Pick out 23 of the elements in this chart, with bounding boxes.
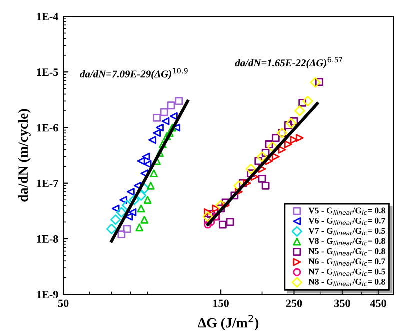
legend-label: V8 - G$_{Ilinear}$/G$_{Ic}$= 0.8 [308,238,386,246]
y-tick-label: 1E-5 [37,68,58,76]
legend-label: N5 - G$_{Ilinear}$/G$_{Ic}$= 0.8 [308,248,386,256]
x-tick-label: 450 [370,300,386,308]
legend-label: N7 - G$_{Ilinear}$/G$_{Ic}$= 0.5 [308,268,386,276]
x-tick-label: 350 [334,300,350,308]
y-tick-label: 1E-6 [37,124,58,132]
x-tick-label: 250 [286,300,302,308]
legend-label: N6 - G$_{Ilinear}$/G$_{Ic}$= 0.7 [308,258,386,266]
y-tick-label: 1E-8 [37,235,58,243]
x-tick-label: 150 [214,300,229,308]
y-tick-label: 1E-9 [37,291,58,299]
x-axis-title: ΔG (J/m$^{2}$) [198,315,259,331]
legend-label: V6 - G$_{Ilinear}$/G$_{Ic}$= 0.7 [308,218,386,226]
annotation: da/dN=1.65E-22(ΔG)$^{6.57}$ [235,57,342,69]
y-tick-label: 1E-4 [37,13,58,20]
legend-label: V7 - G$_{Ilinear}$/G$_{Ic}$= 0.5 [308,228,386,236]
y-axis-title: da/dN (m/cycle) [18,109,31,202]
x-tick-label: 50 [58,300,69,308]
y-tick-label: 1E-7 [37,180,58,188]
annotation: da/dN=7.09E-29(ΔG)$^{10.9}$ [80,68,188,80]
legend-label: V5 - G$_{Ilinear}$/G$_{Ic}$= 0.8 [308,208,386,216]
legend-label: N8 - G$_{Ilinear}$/G$_{Ic}$= 0.8 [308,278,386,286]
